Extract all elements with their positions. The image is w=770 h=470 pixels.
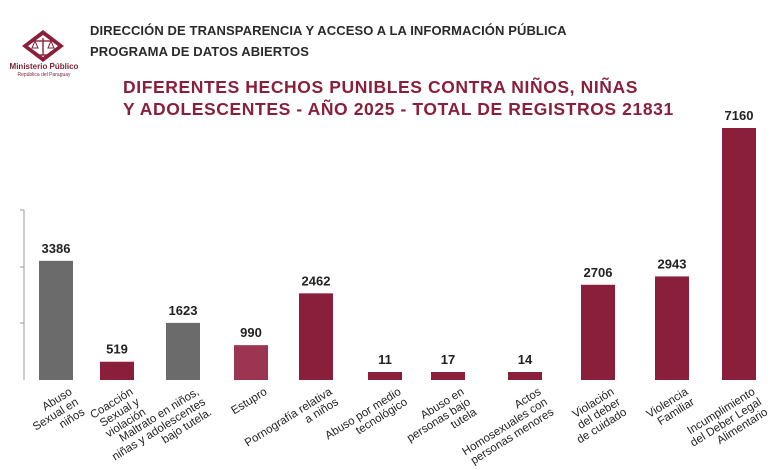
bar xyxy=(166,322,200,380)
scales-of-justice-icon xyxy=(22,30,64,62)
category-label: Estupro xyxy=(229,386,269,417)
data-label: 11 xyxy=(378,352,392,367)
svg-text:AbusoSexual enniños: AbusoSexual enniños xyxy=(25,386,88,444)
bar xyxy=(299,293,333,380)
category-label: AbusoSexual enniños xyxy=(25,386,88,444)
data-label: 990 xyxy=(240,325,262,340)
bar xyxy=(508,372,542,380)
bar xyxy=(722,128,756,380)
data-label: 14 xyxy=(518,352,533,367)
chart-title-line-1: DIFERENTES HECHOS PUNIBLES CONTRA NIÑOS,… xyxy=(123,77,639,97)
svg-text:Incumplimientodel Deber LegalA: Incumplimientodel Deber LegalAlimentario xyxy=(682,386,770,460)
data-label: 519 xyxy=(106,342,128,357)
data-label: 3386 xyxy=(42,241,71,256)
bar xyxy=(368,372,402,380)
data-label: 2462 xyxy=(302,273,331,288)
header-line-2: PROGRAMA DE DATOS ABIERTOS xyxy=(90,44,310,59)
bar xyxy=(234,345,268,380)
organization-subtitle: República del Paraguay xyxy=(17,72,71,78)
data-label: 7160 xyxy=(725,108,754,123)
data-label: 1623 xyxy=(169,303,198,318)
svg-text:Violacióndel deberde cuidado: Violacióndel deberde cuidado xyxy=(562,386,629,446)
bar xyxy=(100,361,134,380)
data-label: 2943 xyxy=(658,256,687,271)
svg-text:ActosHomosexuales conpersonas: ActosHomosexuales conpersonas menores xyxy=(454,386,556,468)
bar xyxy=(39,260,73,380)
data-label: 17 xyxy=(441,352,455,367)
svg-text:Estupro: Estupro xyxy=(229,386,269,417)
chart-title-line-2: Y ADOLESCENTES - AÑO 2025 - TOTAL DE REG… xyxy=(123,99,674,119)
category-label: Incumplimientodel Deber LegalAlimentario xyxy=(682,386,770,460)
svg-text:Abuso por mediotecnológico: Abuso por mediotecnológico xyxy=(323,386,409,452)
organization-name: Ministerio Público xyxy=(9,62,79,71)
category-label: Abuso por mediotecnológico xyxy=(323,386,409,452)
category-label: ActosHomosexuales conpersonas menores xyxy=(454,386,556,468)
bar xyxy=(581,284,615,380)
header-line-1: DIRECCIÓN DE TRANSPARENCIA Y ACCESO A LA… xyxy=(90,23,567,38)
bar xyxy=(655,276,689,380)
data-label: 2706 xyxy=(584,265,613,280)
bar xyxy=(431,372,465,380)
category-label: Violacióndel deberde cuidado xyxy=(562,386,629,446)
